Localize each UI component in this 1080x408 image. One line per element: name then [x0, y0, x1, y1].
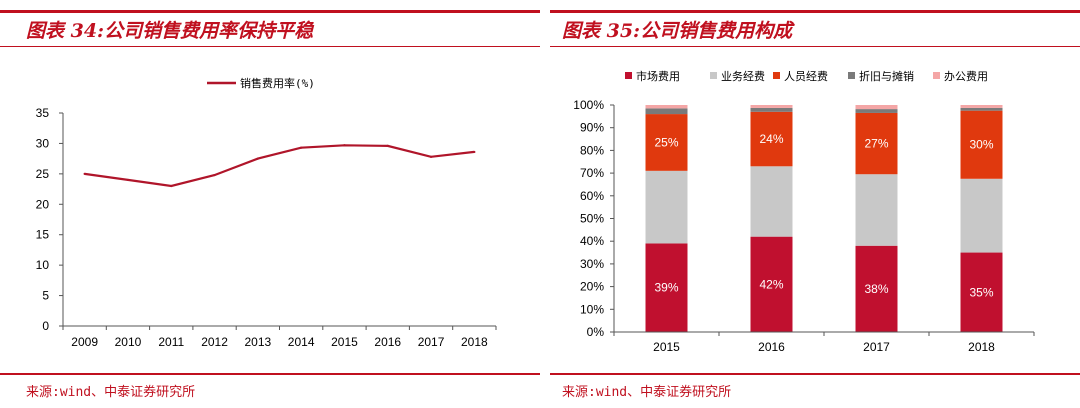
- bar-segment: [750, 166, 793, 237]
- bar-segment: [855, 105, 898, 110]
- y-tick-label: 10: [36, 258, 50, 272]
- x-tick-label: 2010: [115, 335, 142, 349]
- bar-segment: [645, 105, 688, 109]
- bar-data-label: 25%: [654, 135, 678, 149]
- legend-label: 办公费用: [944, 70, 988, 83]
- bar-segment: [645, 108, 688, 115]
- bar-segment: [855, 112, 898, 175]
- x-tick-label: 2017: [863, 340, 890, 354]
- bar-segment: [855, 245, 898, 332]
- legend-label: 销售费用率(%): [240, 76, 315, 90]
- y-tick-label: 70%: [580, 166, 604, 180]
- bar-data-label: 39%: [654, 281, 678, 295]
- data-point: [126, 178, 130, 182]
- title-rule: [550, 46, 1080, 47]
- x-tick-label: 2011: [158, 335, 184, 349]
- y-tick-label: 5: [42, 289, 49, 303]
- bar-segment: [960, 110, 1003, 179]
- legend-label: 业务经费: [721, 70, 765, 83]
- x-tick-label: 2015: [653, 340, 680, 354]
- data-point: [386, 144, 389, 147]
- y-tick-label: 20%: [580, 280, 604, 294]
- bar-data-label: 42%: [759, 277, 783, 291]
- bar-data-label: 27%: [864, 137, 888, 151]
- bar-data-label: 38%: [864, 282, 888, 296]
- sales-expense-ratio-line-chart: 0 5 10 15 20 25 30 35 2009 2010 2011 2012 2013 2014 20…: [36, 76, 497, 349]
- left-figure-panel: 图表 34:公司销售费用率保持平稳 0 5 10 15 20 25 30 35 2009 2010…: [0, 10, 540, 400]
- bar-segment: [645, 243, 688, 332]
- figure-35-title: 图表 35:公司销售费用构成: [562, 20, 793, 42]
- y-tick-label: 25: [36, 167, 50, 181]
- bar-segment: [750, 107, 793, 112]
- top-rule: [550, 10, 1080, 13]
- bar-data-label: 24%: [759, 132, 783, 146]
- x-tick-label: 2015: [331, 335, 358, 349]
- sales-expense-composition-bar-chart: 0% 10% 20% 30% 40% 50% 60% 70% 80% 90% 100% 39% 25% 2…: [573, 69, 1035, 354]
- data-point: [429, 155, 433, 158]
- bottom-rule: [0, 373, 540, 375]
- bar-segment: [750, 236, 793, 332]
- data-point: [170, 184, 173, 188]
- y-tick-label: 10%: [580, 302, 604, 316]
- legend-label: 人员经费: [784, 70, 828, 83]
- y-tick-label: 15: [36, 228, 50, 242]
- bar-segment: [645, 114, 688, 171]
- bar-segment: [750, 105, 793, 108]
- series-line: [84, 144, 475, 188]
- legend-swatch: [848, 72, 855, 79]
- data-point: [256, 157, 259, 160]
- y-tick-label: 20: [36, 197, 50, 211]
- top-rule: [0, 10, 540, 13]
- figure-34-title: 图表 34:公司销售费用率保持平稳: [26, 20, 314, 42]
- y-tick-label: 80%: [580, 143, 604, 157]
- right-figure-panel: 图表 35:公司销售费用构成 0% 10% 20% 30% 40% 50% 60% 70% 80…: [550, 0, 1080, 408]
- y-tick-label: 0: [42, 319, 49, 333]
- legend-swatch: [773, 72, 780, 79]
- source-note: 来源:wind、中泰证券研究所: [26, 385, 196, 400]
- y-tick-label: 40%: [580, 234, 604, 248]
- y-tick-label: 30%: [580, 257, 604, 271]
- x-tick-label: 2017: [418, 335, 445, 349]
- data-point: [343, 144, 346, 147]
- bar-segment: [855, 174, 898, 246]
- x-tick-label: 2016: [758, 340, 785, 354]
- x-tick-label: 2009: [71, 335, 98, 349]
- y-tick-label: 50%: [580, 212, 604, 226]
- data-point: [213, 173, 216, 177]
- x-tick-label: 2018: [461, 335, 488, 349]
- bottom-rule: [550, 373, 1080, 375]
- x-tick-label: 2014: [288, 335, 315, 349]
- x-tick-label: 2012: [201, 335, 228, 349]
- data-point: [83, 172, 86, 175]
- legend-swatch: [710, 72, 717, 79]
- legend-swatch: [625, 72, 632, 79]
- data-point: [473, 150, 476, 154]
- bar-segment: [960, 107, 1003, 111]
- y-tick-label: 0%: [587, 325, 605, 339]
- bar-segment: [960, 178, 1003, 253]
- legend-swatch: [933, 72, 940, 79]
- bar-segment: [960, 105, 1003, 108]
- bar-segment: [855, 109, 898, 113]
- y-tick-label: 30: [36, 136, 50, 150]
- y-tick-label: 90%: [580, 121, 604, 135]
- x-tick-label: 2013: [244, 335, 271, 349]
- legend-label: 折旧与摊销: [859, 69, 914, 83]
- title-rule: [0, 46, 540, 47]
- bar-data-label: 30%: [969, 138, 993, 152]
- x-tick-label: 2016: [374, 335, 401, 349]
- source-note: 来源:wind、中泰证券研究所: [562, 385, 732, 400]
- bar-data-label: 35%: [969, 285, 993, 299]
- bar-segment: [750, 111, 793, 167]
- bar-segment: [960, 252, 1003, 332]
- x-tick-label: 2018: [968, 340, 995, 354]
- data-point: [300, 146, 303, 149]
- y-tick-label: 35: [36, 106, 50, 120]
- bar-segment: [645, 170, 688, 244]
- y-tick-label: 100%: [573, 98, 604, 112]
- y-tick-label: 60%: [580, 189, 604, 203]
- legend-label: 市场费用: [636, 69, 680, 83]
